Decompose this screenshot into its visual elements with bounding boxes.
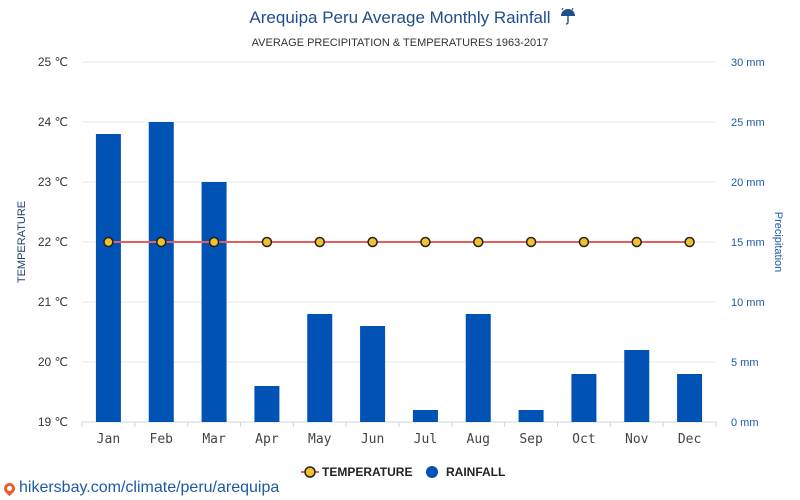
temperature-point[interactable] — [103, 236, 114, 248]
temperature-point[interactable] — [631, 236, 642, 248]
rainfall-bar[interactable] — [624, 350, 650, 422]
temperature-point[interactable] — [684, 236, 695, 248]
rainfall-legend-marker — [426, 466, 438, 478]
rainfall-bar[interactable] — [571, 374, 597, 422]
left-tick-label: 25 ℃ — [38, 55, 68, 69]
rainfall-bar[interactable] — [360, 326, 386, 422]
x-tick-label: Oct — [572, 432, 595, 447]
x-tick-label: Mar — [202, 432, 226, 447]
rainfall-bar[interactable] — [677, 374, 703, 422]
left-axis-title: TEMPERATURE — [16, 201, 28, 283]
footer-link[interactable]: hikersbay.com/climate/peru/arequipa — [1, 479, 280, 497]
footer-url: hikersbay.com/climate/peru/arequipa — [19, 479, 280, 496]
chart-title: Arequipa Peru Average Monthly Rainfall — [249, 8, 550, 27]
x-tick-label: Jul — [414, 432, 437, 447]
right-tick-label: 20 mm — [731, 177, 765, 189]
left-tick-label: 22 ℃ — [38, 235, 68, 249]
temperature-point[interactable] — [578, 236, 590, 248]
x-tick-label: Apr — [255, 432, 279, 447]
legend[interactable]: TEMPERATURE RAINFALL — [301, 465, 505, 479]
rainfall-bar[interactable] — [518, 410, 544, 422]
right-tick-label: 15 mm — [731, 237, 765, 249]
temperature-point[interactable] — [261, 236, 273, 248]
rainfall-bars — [95, 122, 703, 422]
tick-labels: 19 ℃ 0 mm 20 ℃ 5 mm 21 ℃ 10 mm 22 ℃ 15 mm 23 ℃ 20… — [38, 55, 765, 447]
temperature-point[interactable] — [208, 236, 220, 248]
x-tick-label: Sep — [519, 432, 543, 447]
rainfall-bar[interactable] — [148, 122, 174, 422]
right-tick-label: 0 mm — [731, 417, 759, 429]
x-tick-label: Dec — [678, 432, 701, 447]
x-tick-label: Feb — [150, 432, 174, 447]
x-tick-label: Jan — [97, 432, 120, 447]
right-tick-label: 10 mm — [731, 297, 765, 309]
temperature-series — [103, 236, 695, 248]
x-tick-label: May — [308, 432, 332, 447]
left-tick-label: 20 ℃ — [38, 355, 68, 369]
umbrella-rain-icon — [561, 7, 575, 25]
x-tick-label: Aug — [467, 432, 490, 447]
chart-subtitle: AVERAGE PRECIPITATION & TEMPERATURES 196… — [252, 37, 549, 49]
rainfall-bar[interactable] — [201, 182, 227, 422]
gridlines — [81, 61, 717, 427]
location-pin-icon — [1, 480, 18, 496]
legend-rainfall-label: RAINFALL — [446, 465, 505, 479]
rainfall-bar[interactable] — [254, 386, 280, 422]
right-axis-title: Precipitation — [772, 212, 784, 273]
temperature-point[interactable] — [367, 236, 378, 248]
temperature-point[interactable] — [156, 236, 167, 248]
left-tick-label: 19 ℃ — [38, 415, 68, 429]
temperature-point[interactable] — [420, 236, 431, 248]
x-tick-label: Jun — [361, 432, 384, 447]
left-tick-label: 24 ℃ — [38, 115, 68, 129]
rainfall-bar[interactable] — [95, 134, 121, 422]
temperature-point[interactable] — [525, 236, 537, 248]
right-tick-label: 5 mm — [731, 357, 759, 369]
temperature-point[interactable] — [473, 236, 484, 248]
temperature-legend-marker — [304, 466, 316, 478]
rainfall-bar[interactable] — [412, 410, 438, 422]
legend-temperature[interactable]: TEMPERATURE — [301, 465, 412, 479]
legend-temperature-label: TEMPERATURE — [322, 465, 412, 479]
left-tick-label: 23 ℃ — [38, 175, 68, 189]
x-tick-label: Nov — [625, 432, 649, 447]
rainfall-bar[interactable] — [465, 314, 491, 422]
right-tick-label: 25 mm — [731, 117, 765, 129]
left-tick-label: 21 ℃ — [38, 295, 68, 309]
rainfall-bar[interactable] — [307, 314, 333, 422]
legend-rainfall[interactable]: RAINFALL — [426, 465, 505, 479]
right-tick-label: 30 mm — [731, 57, 765, 69]
temperature-point[interactable] — [314, 236, 325, 248]
